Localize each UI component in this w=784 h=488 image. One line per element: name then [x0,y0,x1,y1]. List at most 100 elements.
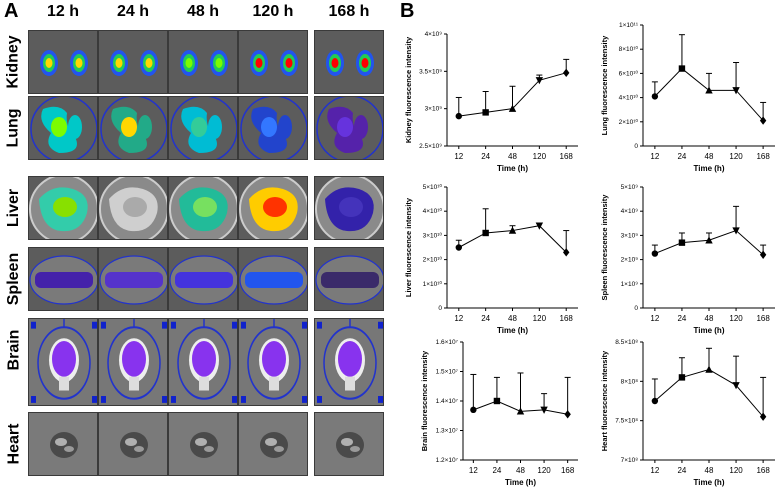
fluorescence-image-lung-48h [168,96,238,160]
data-point [563,248,570,257]
fluorescence-image-lung-168h [314,96,384,160]
y-tick-label: 4×10¹⁰ [423,207,443,215]
data-point [732,87,740,95]
fluorescence-image-brain-120h [238,318,308,406]
y-tick-label: 4×10¹⁰ [619,94,639,102]
y-tick-label: 6×10¹⁰ [619,69,639,77]
data-point [470,406,477,414]
y-axis-title: Liver fluorescence intensity [404,197,413,297]
data-point [759,116,767,125]
y-tick-label: 1×10¹⁰ [423,280,443,288]
data-point [705,365,713,373]
x-tick-label: 168 [560,152,574,161]
chart-2: 0 1×10¹⁰ 2×10¹⁰ 3×10¹⁰ 4×10¹⁰ 5×10¹⁰ 12 24 48 120… [404,183,578,335]
x-tick-label: 24 [492,466,501,475]
x-tick-label: 120 [537,466,551,475]
data-point [705,86,713,94]
fluorescence-image-brain-12h [28,318,98,406]
x-tick-label: 12 [650,466,659,475]
chart-4: 1.2×10⁷ 1.3×10⁷ 1.4×10⁷ 1.5×10⁷ 1.6×10⁷ 12 24 4… [420,339,578,487]
y-tick-label: 1.5×10⁷ [436,369,459,376]
data-point [563,68,570,78]
x-tick-label: 24 [677,466,686,475]
fluorescence-image-liver-12h [28,176,98,240]
y-tick-label: 1×10¹¹ [619,22,639,29]
y-tick-label: 1.3×10⁷ [436,428,459,435]
y-tick-label: 3×10¹⁰ [423,231,443,239]
data-point [516,407,525,415]
y-tick-label: 2×10¹⁰ [619,118,639,126]
data-point [482,109,489,116]
y-axis-title: Brain fluorescence intensity [420,350,429,451]
x-tick-label: 24 [677,314,686,323]
x-tick-label: 168 [560,314,574,323]
x-axis-title: Time (h) [694,164,725,173]
y-axis-title: Spleen fluorescence intensity [600,194,609,301]
fluorescence-image-spleen-48h [168,247,238,311]
x-tick-label: 120 [729,466,743,475]
y-tick-label: 2×10¹⁰ [423,256,443,264]
y-tick-label: 1.2×10⁷ [436,457,459,464]
x-axis-title: Time (h) [694,478,725,487]
time-label-48h: 48 h [186,3,219,20]
data-point [493,397,501,405]
y-tick-label: 4×10⁹ [425,31,443,38]
y-tick-label: 8.5×10⁸ [615,339,638,346]
y-tick-label: 3.5×10⁹ [419,68,442,75]
time-label-24h: 24 h [116,3,149,20]
series-line [654,368,764,418]
data-point [535,222,544,230]
fluorescence-image-liver-168h [314,176,384,240]
time-label-120h: 120 h [252,3,294,20]
x-tick-label: 12 [650,152,659,161]
x-tick-label: 24 [481,152,490,161]
y-tick-label: 0 [634,143,638,150]
x-tick-label: 120 [533,152,547,161]
x-tick-label: 12 [469,466,478,475]
y-tick-label: 7×10⁸ [621,457,639,464]
panel-label-a: A [4,0,19,22]
x-axis-title: Time (h) [497,164,528,173]
data-point [678,374,686,381]
fluorescence-image-kidney-168h [314,30,384,94]
chart-5: 7×10⁸ 7.5×10⁸ 8×10⁸ 8.5×10⁸ 12 24 48 120 168 Time… [600,339,775,487]
x-axis-title: Time (h) [694,326,725,335]
data-point [651,250,659,257]
x-axis-title: Time (h) [505,478,536,487]
fluorescence-image-heart-120h [238,412,308,476]
y-tick-label: 7.5×10⁸ [615,418,638,425]
data-point [732,227,740,235]
fluorescence-image-lung-12h [28,96,98,160]
data-point [455,112,462,120]
data-point [508,226,517,234]
x-tick-label: 168 [756,314,770,323]
data-point [564,410,571,419]
y-tick-label: 1.6×10⁷ [436,339,459,346]
fluorescence-image-liver-120h [238,176,308,240]
y-tick-label: 0 [634,305,638,312]
x-tick-label: 48 [508,314,517,323]
x-tick-label: 24 [481,314,490,323]
x-axis-title: Time (h) [497,326,528,335]
y-axis-title: Kidney fluorescence intensity [404,36,413,143]
chart-1: 0 2×10¹⁰ 4×10¹⁰ 6×10¹⁰ 8×10¹⁰ 1×10¹¹ 12 24 48 120… [600,22,775,173]
data-point [759,250,767,259]
chart-3: 0 1×10⁹ 2×10⁹ 3×10⁹ 4×10⁹ 5×10⁹ 12 24 48 120 168 Ti… [600,184,775,335]
y-tick-label: 5×10⁹ [621,184,639,191]
data-point [678,239,686,246]
y-axis-title: Heart fluorescence intensity [600,350,609,451]
data-point [535,77,544,85]
y-tick-label: 1×10⁹ [621,281,639,288]
fluorescence-image-heart-12h [28,412,98,476]
data-point [678,65,686,72]
time-label-12h: 12 h [46,3,79,20]
y-tick-label: 4×10⁹ [621,208,639,215]
fluorescence-image-spleen-168h [314,247,384,311]
x-tick-label: 168 [756,466,770,475]
y-tick-label: 8×10¹⁰ [619,45,639,53]
x-tick-label: 48 [508,152,517,161]
y-tick-label: 3×10⁹ [621,232,639,239]
y-tick-label: 8×10⁸ [621,378,639,385]
fluorescence-image-spleen-120h [238,247,308,311]
